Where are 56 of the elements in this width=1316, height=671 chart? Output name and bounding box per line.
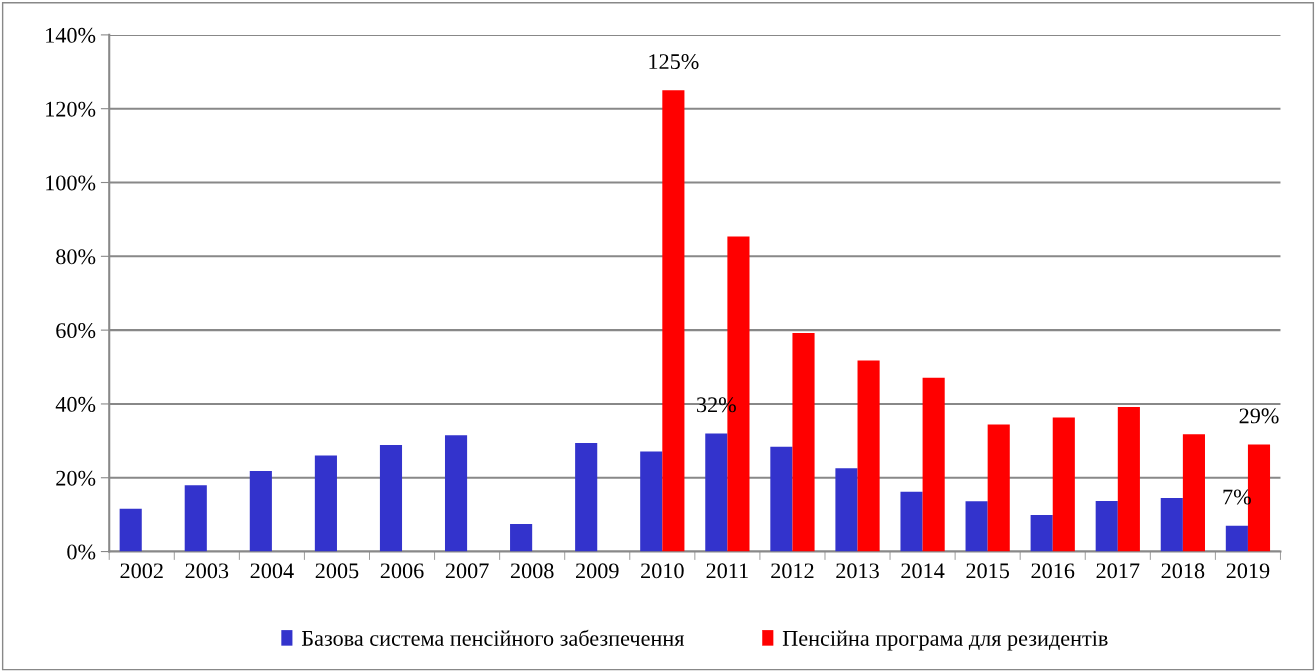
bar — [1160, 498, 1183, 552]
x-tick-label: 2002 — [120, 563, 163, 579]
bar — [922, 377, 945, 552]
legend-label: Пенсійна програма для резидентів — [782, 630, 1108, 651]
x-tick-label: 2019 — [1226, 563, 1270, 579]
bar — [987, 424, 1010, 552]
y-tick-label: 60% — [56, 323, 96, 339]
y-tick-label: 80% — [56, 249, 96, 265]
x-tick-label: 2005 — [315, 563, 359, 579]
x-tick-label: 2010 — [641, 563, 684, 579]
x-tick-label: 2004 — [250, 563, 294, 579]
x-tick-label: 2018 — [1161, 563, 1205, 579]
bar — [770, 446, 793, 552]
y-tick-label: 40% — [55, 396, 96, 412]
y-tick-label: 100% — [46, 175, 96, 191]
bar — [1052, 417, 1075, 552]
bar — [1117, 406, 1140, 552]
x-tick-label: 2014 — [901, 563, 945, 579]
bar — [575, 443, 598, 552]
x-tick-label: 2009 — [576, 563, 619, 579]
x-tick-label: 2003 — [185, 563, 229, 579]
bar — [900, 491, 923, 552]
y-tick-label: 0% — [67, 544, 96, 560]
x-tick-label: 2011 — [706, 563, 748, 579]
bar — [184, 485, 207, 552]
y-tick-label: 120% — [46, 101, 96, 117]
bar — [1225, 525, 1248, 552]
bar — [379, 444, 403, 552]
y-tick-label: 20% — [56, 470, 96, 486]
bar — [444, 435, 468, 552]
x-tick-label: 2017 — [1096, 563, 1140, 579]
x-tick-label: 2016 — [1031, 563, 1075, 579]
bar — [1030, 515, 1053, 552]
bar — [510, 523, 533, 552]
x-tick-label: 2008 — [510, 563, 554, 579]
bar — [792, 333, 815, 552]
data-label: 125% — [649, 54, 699, 70]
bar — [119, 508, 142, 552]
x-tick-label: 2015 — [966, 563, 1010, 579]
bar — [1182, 434, 1205, 552]
bar — [857, 360, 880, 552]
bar — [640, 451, 663, 552]
x-tick-label: 2007 — [445, 563, 489, 579]
x-tick-label: 2012 — [771, 563, 814, 579]
bar — [314, 455, 337, 552]
bar — [662, 90, 685, 552]
legend-label: Базова система пенсійного забезпечення — [301, 629, 685, 646]
bar — [835, 468, 858, 552]
x-tick-label: 2006 — [380, 563, 424, 579]
x-tick-label: 2013 — [836, 563, 879, 579]
data-label: 29% — [1239, 408, 1279, 424]
bar — [1095, 501, 1118, 552]
bar — [965, 501, 988, 552]
bar — [249, 471, 272, 552]
bar — [705, 433, 728, 552]
y-tick-label: 140% — [46, 27, 96, 43]
